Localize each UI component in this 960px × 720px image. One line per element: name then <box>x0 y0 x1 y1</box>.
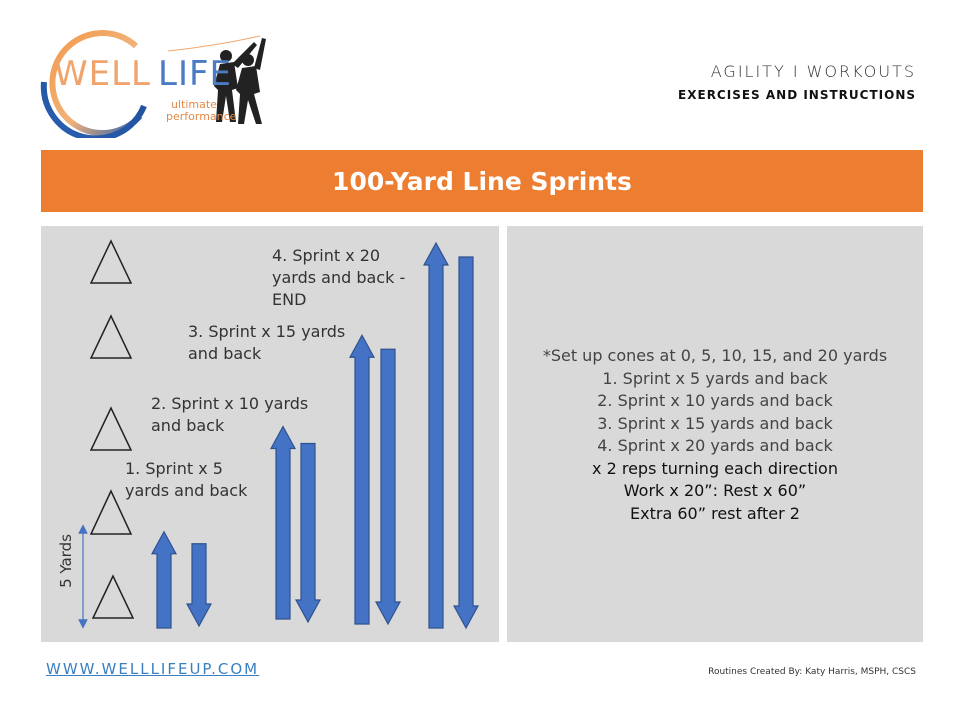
sprint-back-arrow <box>185 543 213 628</box>
logo-tagline-2: performance <box>166 110 237 123</box>
cone-icon <box>89 406 133 451</box>
step-1-line: 1. Sprint x 5 <box>125 459 223 478</box>
instruction-line: *Set up cones at 0, 5, 10, 15, and 20 ya… <box>542 346 888 365</box>
cone-icon <box>89 489 133 535</box>
author-credit: Routines Created By: Katy Harris, MSPH, … <box>708 667 916 677</box>
step-2-line: and back <box>151 416 225 435</box>
welllife-logo: WELL LIFE ultimate performance <box>40 26 280 138</box>
sprint-back-arrow <box>294 442 322 624</box>
step-1-label: 1. Sprint x 5 yards and back <box>125 458 247 502</box>
workout-category: AGILITY I WORKOUTS <box>710 62 916 81</box>
sprint-back-arrow <box>452 256 480 630</box>
step-4-line: 4. Sprint x 20 <box>272 246 381 265</box>
instruction-line: x 2 reps turning each direction <box>592 458 838 478</box>
page-title: 100-Yard Line Sprints <box>332 166 632 196</box>
sprint-out-arrow <box>348 333 376 625</box>
workout-subtitle: EXERCISES AND INSTRUCTIONS <box>678 88 916 102</box>
sprint-back-arrow <box>374 348 402 626</box>
sprint-out-arrow <box>150 530 178 629</box>
website-link[interactable]: WWW.WELLLIFEUP.COM <box>46 660 260 678</box>
sprint-diagram-panel: 5 Yards 1. Sprint x 5 yards and back 2. … <box>41 226 499 642</box>
logo-ring-icon <box>40 30 266 138</box>
logo-life-text: LIFE <box>158 54 233 94</box>
instruction-line: Extra 60” rest after 2 <box>630 503 800 523</box>
sprint-diagram: 5 Yards <box>57 239 480 630</box>
logo-well-text: WELL <box>54 54 151 94</box>
step-4-line: yards and back - <box>272 268 406 287</box>
instruction-line: 4. Sprint x 20 yards and back <box>597 436 833 455</box>
step-2-line: 2. Sprint x 10 yards <box>151 394 309 413</box>
sprint-out-arrow <box>422 241 450 629</box>
step-2-label: 2. Sprint x 10 yards and back <box>151 393 308 437</box>
logo-tagline: ultimate <box>171 98 217 111</box>
cone-icon <box>89 239 133 284</box>
cone-icon <box>89 314 133 359</box>
step-3-label: 3. Sprint x 15 yards and back <box>188 321 345 365</box>
sprint-out-arrow <box>269 425 297 620</box>
distance-label: 5 Yards <box>57 534 75 588</box>
instructions-panel: *Set up cones at 0, 5, 10, 15, and 20 ya… <box>507 226 923 642</box>
step-1-line: yards and back <box>125 481 248 500</box>
title-banner: 100-Yard Line Sprints <box>41 150 923 212</box>
cone-icon <box>91 574 135 619</box>
step-3-line: and back <box>188 344 262 363</box>
step-3-line: 3. Sprint x 15 yards <box>188 322 346 341</box>
step-4-label: 4. Sprint x 20 yards and back - END <box>272 245 405 311</box>
instructions-list: *Set up cones at 0, 5, 10, 15, and 20 ya… <box>507 345 923 525</box>
instruction-line: 3. Sprint x 15 yards and back <box>597 413 833 433</box>
step-4-line: END <box>272 290 307 309</box>
sprint-arrows <box>150 241 480 630</box>
instruction-line: 1. Sprint x 5 yards and back <box>602 368 828 388</box>
instruction-line: Work x 20”: Rest x 60” <box>623 481 807 500</box>
athletes-silhouette-icon <box>214 38 266 124</box>
instruction-line: 2. Sprint x 10 yards and back <box>597 391 833 410</box>
